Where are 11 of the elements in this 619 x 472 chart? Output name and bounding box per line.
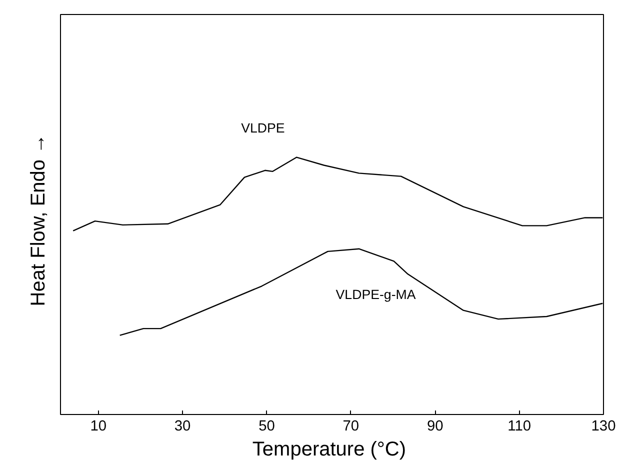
x-tick-label: 90 (426, 418, 444, 434)
x-tick-label: 110 (508, 418, 532, 434)
x-tick-label: 130 (591, 418, 616, 434)
x-tick-label: 50 (258, 418, 275, 434)
x-tick-label: 10 (90, 418, 107, 434)
series-label: VLDPE (241, 120, 285, 136)
x-tick-label: 30 (174, 418, 191, 434)
series-label: VLDPE-g-MA (336, 286, 416, 302)
y-axis-title: Heat Flow, Endo → (28, 134, 50, 306)
x-axis-title: Temperature (°C) (252, 438, 406, 460)
x-tick-label: 70 (342, 418, 360, 434)
